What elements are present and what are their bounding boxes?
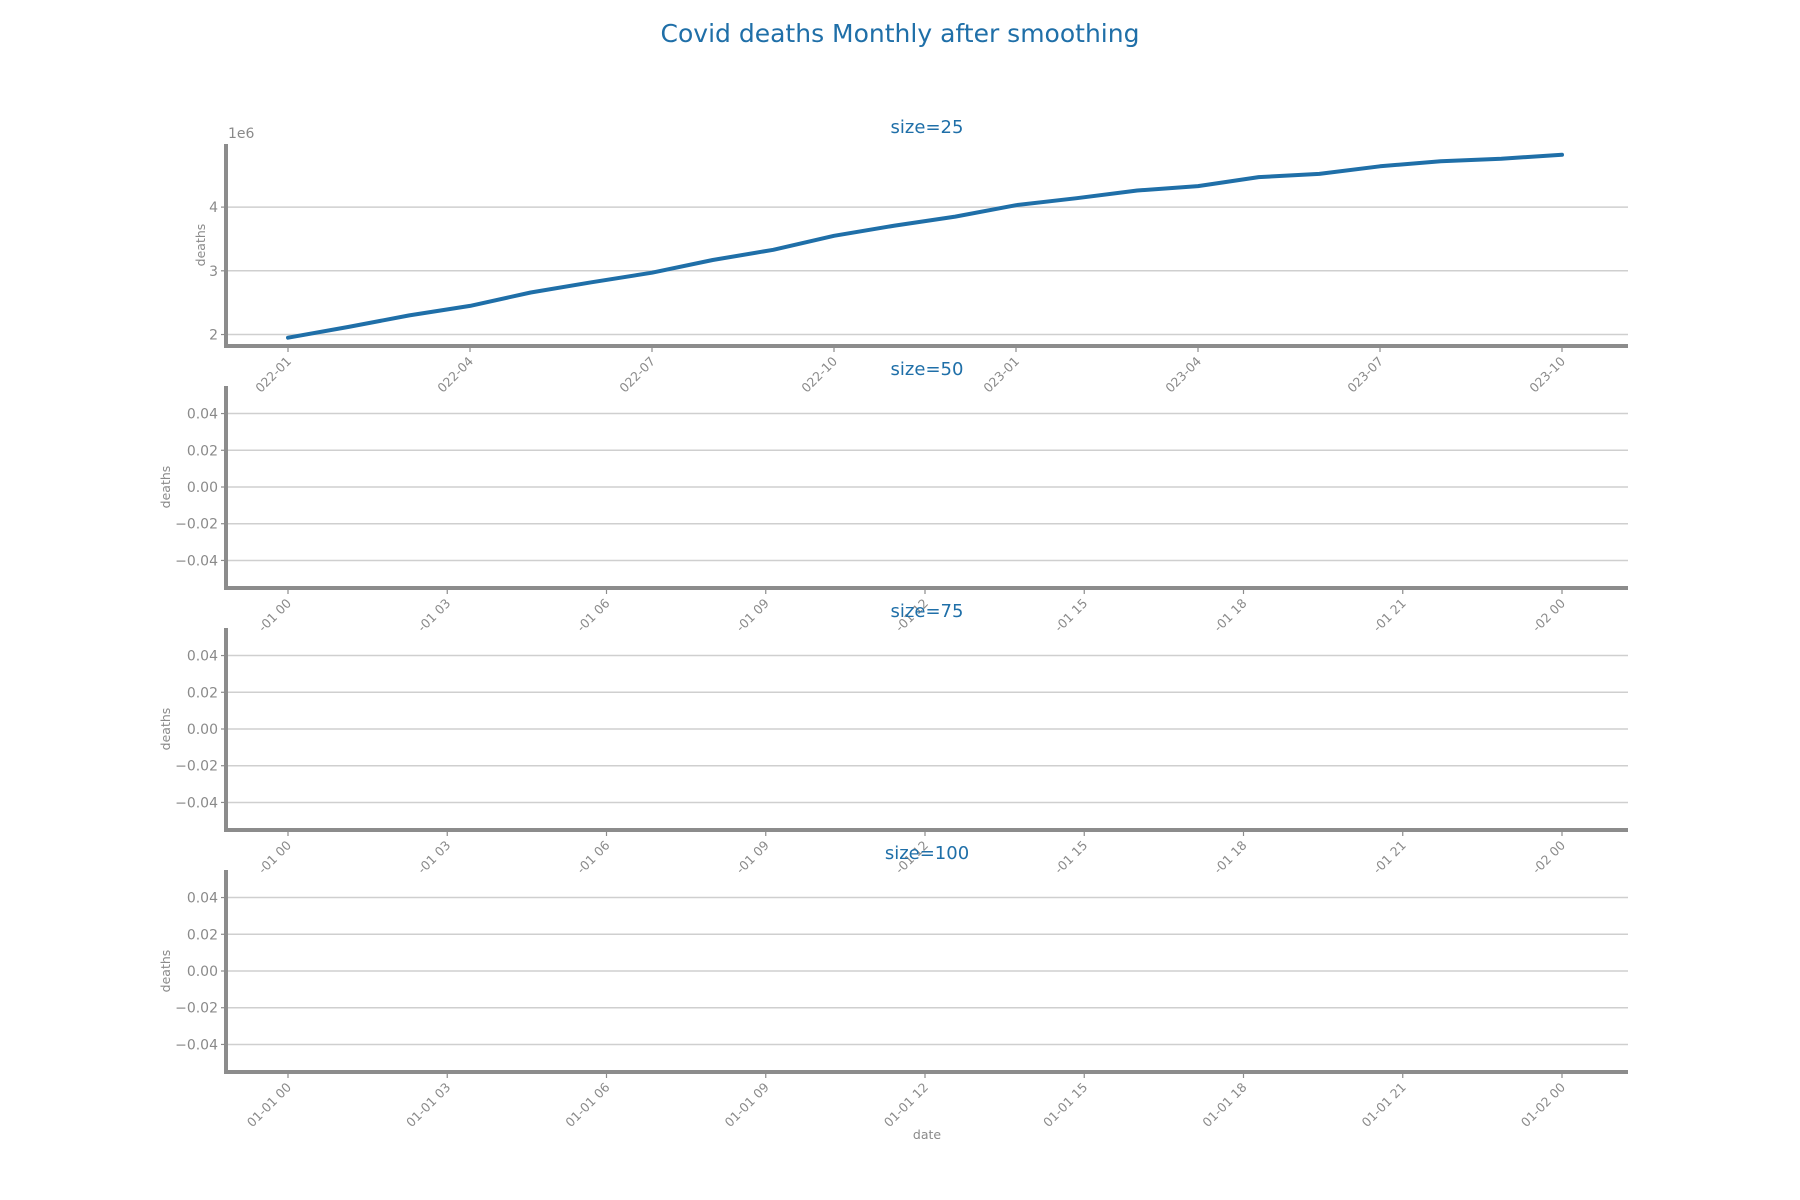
x-tick-label: -01 21	[1370, 838, 1409, 877]
x-tick-label: -01 03	[414, 838, 453, 877]
figure-title: Covid deaths Monthly after smoothing	[661, 19, 1140, 48]
x-tick-label: 022-04	[434, 353, 476, 395]
x-tick-label: -01 15	[1051, 838, 1090, 877]
x-tick-label: 01-01 15	[1040, 1080, 1090, 1130]
subplot-title: size=75	[891, 601, 964, 622]
x-tick-label: 023-10	[1526, 353, 1568, 395]
y-axis-label: deaths	[193, 224, 208, 267]
y-tick-label: 0.00	[187, 722, 218, 738]
x-tick-label: -01 18	[1211, 595, 1250, 634]
x-tick-label: 01-01 00	[244, 1079, 294, 1129]
y-tick-label: 0.04	[187, 407, 218, 423]
x-tick-label: -01 06	[574, 837, 613, 876]
series-line	[286, 152, 1564, 340]
x-tick-label: 01-02 00	[1518, 1079, 1568, 1129]
x-tick-label: 023-01	[980, 354, 1022, 396]
subplot-panels: size=25 2 3 4 1e6 deaths 022-01 022-04 022-07 022…	[158, 117, 1628, 1142]
y-tick-label: −0.02	[175, 517, 218, 533]
y-offset-label: 1e6	[228, 126, 255, 142]
x-tick-label: -01 09	[733, 837, 772, 876]
y-tick-label: 2	[209, 328, 218, 344]
x-tick-label: -01 06	[574, 595, 613, 634]
x-tick-label: 022-01	[252, 354, 294, 396]
x-tick-label: -02 00	[1529, 595, 1568, 634]
x-tick-label: 01-01 21	[1359, 1080, 1409, 1130]
x-axis-label: date	[913, 1127, 941, 1142]
x-tick-label: 01-01 09	[722, 1079, 772, 1129]
y-tick-label: −0.04	[175, 1037, 218, 1053]
x-tick-label: -01 03	[414, 596, 453, 635]
x-tick-label: 01-01 18	[1199, 1079, 1249, 1129]
x-tick-label: 01-01 12	[881, 1080, 931, 1130]
subplot-4: size=100 0.04 0.02 0.00 −0.02 −0.04 deaths 01-0…	[158, 843, 1628, 1142]
y-tick-label: 0.02	[187, 685, 218, 701]
x-tick-label: -01 21	[1370, 596, 1409, 635]
x-tick-label: 022-10	[798, 353, 840, 395]
x-tick-label: -01 00	[255, 595, 294, 634]
subplot-title: size=100	[885, 843, 969, 864]
y-axis-label: deaths	[158, 950, 173, 993]
y-tick-label: 0.04	[187, 891, 218, 907]
subplot-3: size=75 0.04 0.02 0.00 −0.02 −0.04 deaths -01 0…	[158, 601, 1628, 877]
y-tick-label: −0.04	[175, 553, 218, 569]
y-tick-label: 0.00	[187, 964, 218, 980]
y-tick-label: −0.04	[175, 795, 218, 811]
subplot-1: size=25 2 3 4 1e6 deaths 022-01 022-04 022-07 022…	[193, 117, 1628, 395]
y-tick-label: 4	[209, 200, 218, 216]
x-tick-label: -01 18	[1211, 837, 1250, 876]
x-tick-label: -01 09	[733, 595, 772, 634]
x-tick-label: 01-01 03	[403, 1080, 453, 1130]
y-tick-label: 0.04	[187, 649, 218, 665]
x-tick-label: 01-01 06	[562, 1079, 612, 1129]
y-axis-label: deaths	[158, 466, 173, 509]
y-tick-label: −0.02	[175, 759, 218, 775]
x-tick-label: -01 00	[255, 837, 294, 876]
y-tick-label: 0.02	[187, 443, 218, 459]
y-tick-label: 0.00	[187, 480, 218, 496]
x-tick-label: 022-07	[616, 354, 658, 396]
x-tick-label: 023-07	[1344, 354, 1386, 396]
y-tick-label: −0.02	[175, 1001, 218, 1017]
y-tick-label: 0.02	[187, 927, 218, 943]
subplot-2: size=50 0.04 0.02 0.00 −0.02 −0.04 deaths -01 0…	[158, 359, 1628, 635]
x-tick-label: -01 15	[1051, 596, 1090, 635]
x-tick-label: -02 00	[1529, 837, 1568, 876]
y-axis-label: deaths	[158, 708, 173, 751]
x-tick-label: 023-04	[1162, 353, 1204, 395]
subplot-title: size=25	[891, 117, 964, 138]
subplot-title: size=50	[891, 359, 964, 380]
y-tick-label: 3	[209, 264, 218, 280]
